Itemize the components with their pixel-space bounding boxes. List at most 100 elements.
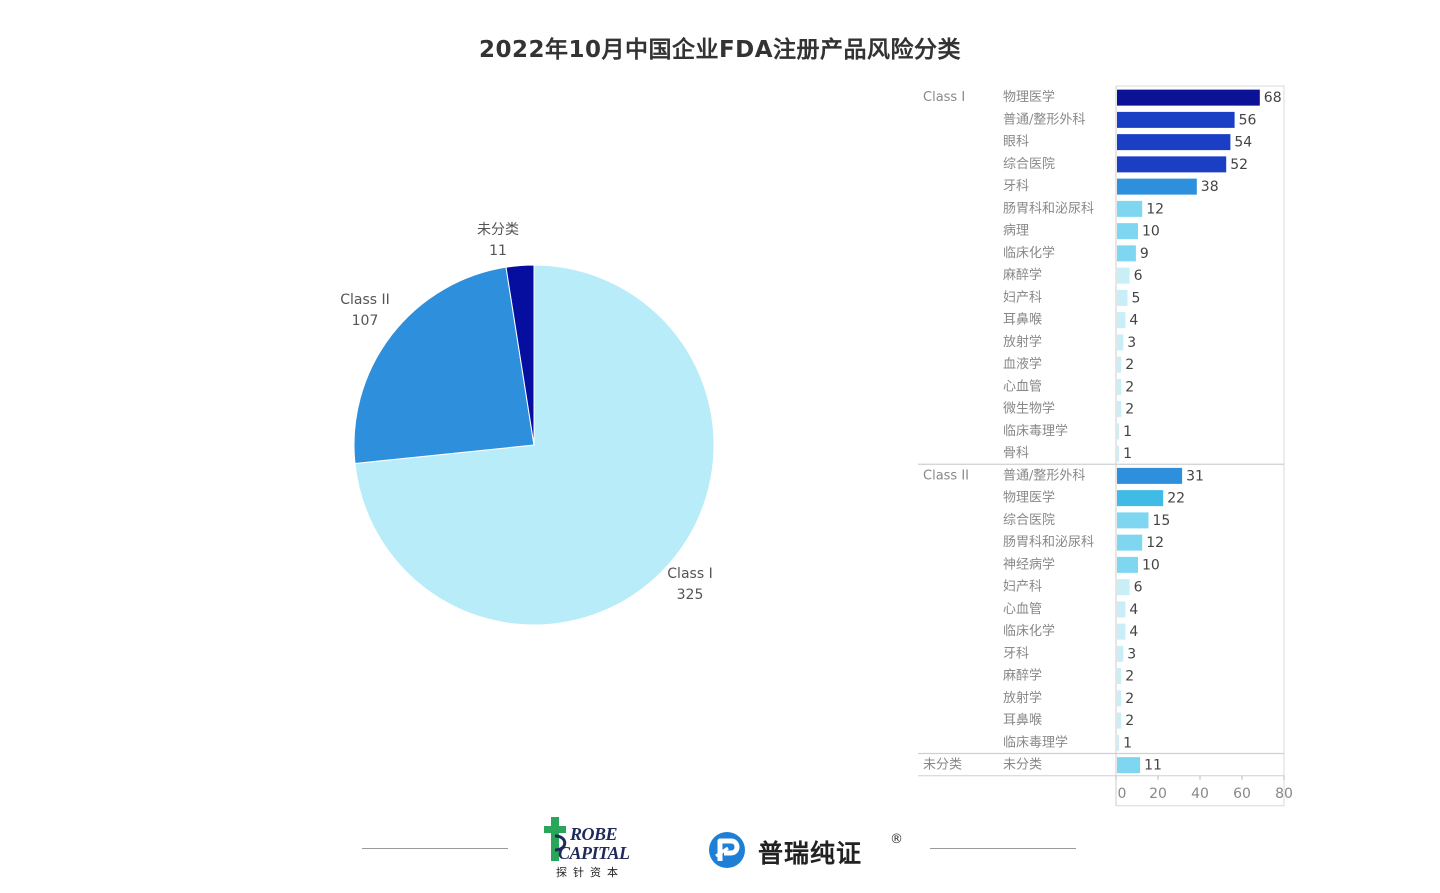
category-label: 神经病学 [1003,556,1055,572]
x-tick-label: 60 [1233,786,1251,802]
category-label: 妇产科 [1003,579,1042,595]
bar-value-label: 15 [1153,513,1171,529]
bar [1117,200,1143,217]
bar [1117,334,1124,351]
bar-value-label: 10 [1142,557,1160,573]
bar [1117,712,1122,729]
prorisk-logo: 普瑞纯证 ® [708,830,908,870]
category-label: 普通/整形外科 [1003,468,1085,483]
prorisk-mark-icon [709,832,745,868]
bar [1117,556,1138,573]
bar [1117,134,1231,151]
category-label: 牙科 [1003,646,1029,661]
bar-value-label: 56 [1239,112,1257,128]
bar [1117,467,1183,484]
bar [1117,89,1260,106]
probe-logo-cn: 探针资本 [556,866,624,879]
bar [1117,534,1143,551]
category-label: 妇产科 [1003,289,1042,305]
bar-value-label: 2 [1125,379,1134,395]
bar [1117,623,1126,640]
bar [1117,490,1164,507]
pie-label-name: 未分类 [477,222,519,238]
category-label: 眼科 [1003,135,1029,150]
pie-chart: Class I 325 Class II 107 未分类 11 [340,222,715,626]
bar [1117,401,1122,418]
bar [1117,668,1122,685]
category-label: 微生物学 [1003,401,1055,417]
bar-chart: Class I 物理医学 68 普通/整形外科 56 眼科 54 综合医院 52 牙科 38 肠胃科和… [918,85,1293,807]
category-label: 心血管 [1003,602,1042,617]
prorisk-logo-text: 普瑞纯证 [758,839,863,868]
bar [1117,423,1120,440]
bar-value-label: 2 [1125,357,1134,373]
bar [1117,111,1235,128]
bar-value-label: 3 [1127,646,1136,662]
bar-value-label: 4 [1129,602,1138,618]
bar [1117,223,1138,240]
footer-left-rule [362,848,508,849]
category-label: 耳鼻喉 [1003,712,1042,728]
bar-value-label: 10 [1142,224,1160,240]
x-tick-label: 40 [1191,786,1209,802]
bar-value-label: 54 [1234,135,1252,151]
category-label: 综合医院 [1003,513,1055,528]
category-label: 物理医学 [1003,89,1055,105]
category-label: 临床毒理学 [1003,423,1068,439]
bar [1117,757,1141,774]
category-label: 心血管 [1003,379,1042,394]
category-label: 肠胃科和泌尿科 [1003,535,1094,550]
category-label: 骨科 [1003,446,1029,461]
bar-value-label: 2 [1125,402,1134,418]
category-label: 肠胃科和泌尿科 [1003,201,1094,216]
chart-title: 2022年10月中国企业FDA注册产品风险分类 [478,37,962,63]
category-label: 放射学 [1003,334,1042,350]
bar [1117,445,1120,462]
category-label: 临床毒理学 [1003,734,1068,750]
bar [1117,734,1120,751]
category-label: 牙科 [1003,179,1029,194]
bar-value-label: 1 [1123,424,1132,440]
bar-value-label: 22 [1167,491,1185,507]
bar-value-label: 12 [1146,201,1164,217]
pie-slice [505,264,535,446]
category-label: 麻醉学 [1003,267,1042,283]
bar-value-label: 1 [1123,735,1132,751]
category-label: 血液学 [1003,356,1042,372]
bar [1117,267,1130,284]
category-label: 放射学 [1003,690,1042,706]
bar-value-label: 12 [1146,535,1164,551]
group-label: Class II [923,468,969,483]
bar-value-label: 6 [1134,580,1143,596]
probe-cross-icon [544,817,567,861]
category-label: 临床化学 [1003,623,1055,639]
category-label: 普通/整形外科 [1003,112,1085,127]
bar [1117,289,1128,306]
category-label: 耳鼻喉 [1003,312,1042,328]
category-label: 病理 [1003,224,1029,239]
bar [1117,579,1130,596]
bar-value-label: 9 [1140,246,1149,262]
bar [1117,601,1126,618]
pie-label-value: 107 [352,313,379,329]
bar-value-label: 68 [1264,90,1282,106]
pie-label-name: Class I [667,566,712,582]
pie-label-value: 11 [489,243,507,259]
registered-mark: ® [890,832,903,847]
bar-value-label: 2 [1125,691,1134,707]
bar-value-label: 4 [1129,313,1138,329]
probe-logo-line1: ROBE [570,824,618,844]
bar-value-label: 38 [1201,179,1219,195]
x-tick-label: 80 [1275,786,1293,802]
pie-label-value: 325 [677,587,704,603]
bar-value-label: 52 [1230,157,1248,173]
bar-value-label: 3 [1127,335,1136,351]
bar [1117,312,1126,329]
group-label: Class I [923,90,965,105]
bar-value-label: 2 [1125,713,1134,729]
bar [1117,245,1136,262]
bar-value-label: 4 [1129,624,1138,640]
bar-value-label: 31 [1186,468,1204,484]
bar [1117,378,1122,395]
probe-logo-line2: CAPITAL [558,843,630,863]
